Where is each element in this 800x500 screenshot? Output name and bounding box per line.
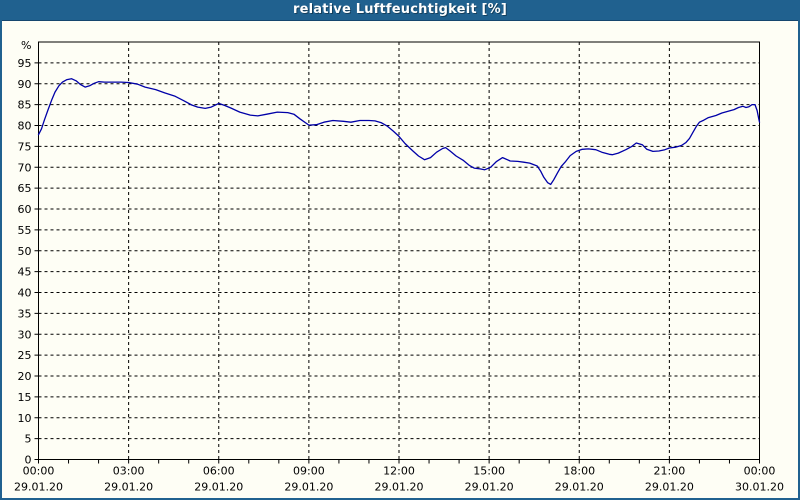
x-tick-date-label: 30.01.20	[735, 481, 784, 494]
window-title: relative Luftfeuchtigkeit [%]	[292, 2, 508, 17]
x-tick-time-label: 06:00	[203, 465, 235, 478]
x-tick-time-label: 12:00	[383, 465, 415, 478]
y-tick-label: 70	[18, 161, 32, 174]
x-tick-time-label: 03:00	[113, 465, 145, 478]
x-tick-date-label: 29.01.20	[375, 481, 424, 494]
x-tick-date-label: 29.01.20	[555, 481, 604, 494]
plot-border	[38, 41, 760, 460]
x-tick-date-label: 29.01.20	[194, 481, 243, 494]
y-tick-label: 30	[18, 328, 32, 341]
y-tick-label: 5	[25, 433, 32, 446]
x-tick-date-label: 29.01.20	[104, 481, 153, 494]
y-tick-label: 15	[18, 391, 32, 404]
y-tick-label: 80	[18, 120, 32, 133]
x-tick-date-label: 29.01.20	[14, 481, 63, 494]
x-tick-date-label: 29.01.20	[465, 481, 514, 494]
y-tick-label: 85	[18, 99, 32, 112]
humidity-line-chart: 95908580757065605550454035302520151050%0…	[14, 39, 784, 494]
y-tick-label: 10	[18, 412, 32, 425]
y-tick-label: 50	[18, 245, 32, 258]
y-tick-label: 0	[25, 454, 32, 467]
y-tick-label: 25	[18, 349, 32, 362]
y-tick-label: 65	[18, 182, 32, 195]
y-tick-label: 95	[18, 57, 32, 70]
x-tick-date-label: 29.01.20	[284, 481, 333, 494]
x-tick-time-label: 15:00	[473, 465, 505, 478]
y-tick-label: 40	[18, 287, 32, 300]
y-tick-label: 35	[18, 307, 32, 320]
x-tick-time-label: 09:00	[293, 465, 325, 478]
x-tick-time-label: 21:00	[654, 465, 686, 478]
y-tick-label: 60	[18, 203, 32, 216]
x-tick-time-label: 18:00	[563, 465, 595, 478]
chart-area: 95 90 85 80 75 70 65 60 55 50 45 40 35 30 25 20 15 10 5 0% 0…	[2, 21, 798, 498]
y-tick-label: 75	[18, 140, 32, 153]
x-tick-time-label: 00:00	[744, 465, 776, 478]
window-titlebar: relative Luftfeuchtigkeit [%]	[2, 0, 798, 21]
x-tick-time-label: 00:00	[23, 465, 55, 478]
y-tick-label: 55	[18, 224, 32, 237]
y-tick-label: 45	[18, 266, 32, 279]
x-tick-date-label: 29.01.20	[645, 481, 694, 494]
humidity-series-line	[37, 78, 761, 186]
y-axis-unit-label: %	[21, 39, 31, 52]
y-tick-label: 20	[18, 370, 32, 383]
y-tick-label: 90	[18, 78, 32, 91]
